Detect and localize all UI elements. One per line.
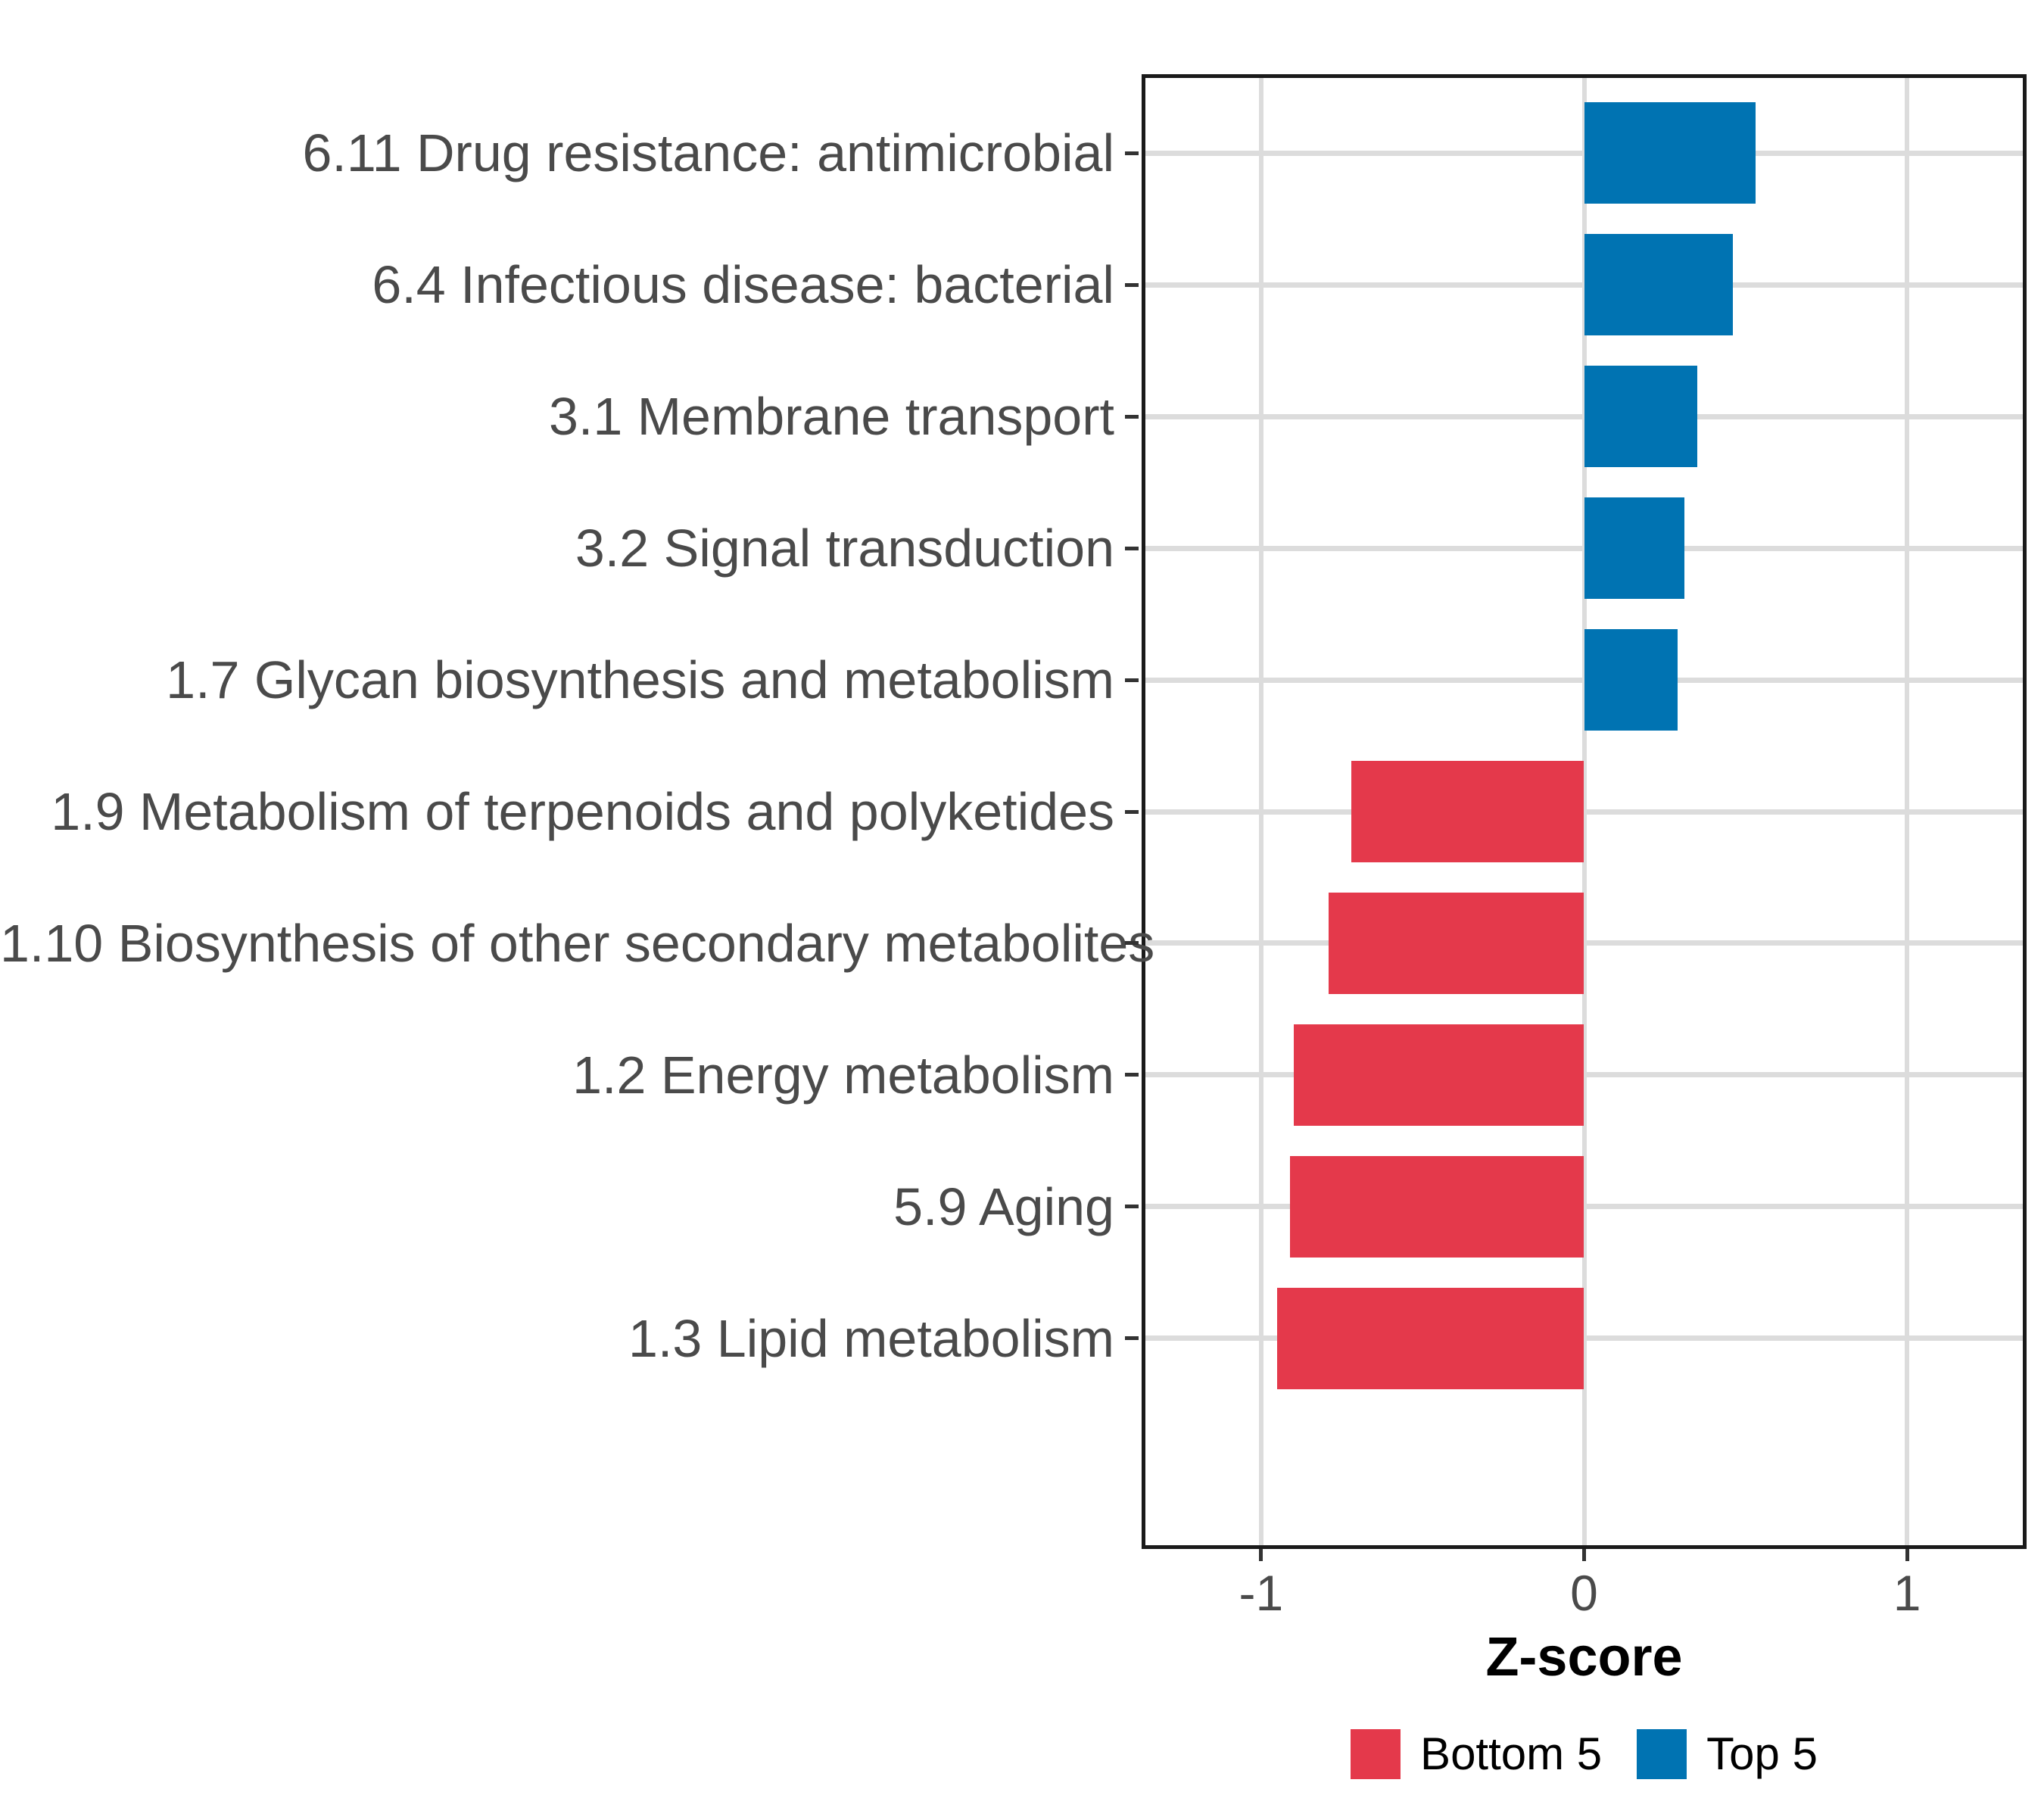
bar xyxy=(1584,629,1678,731)
y-axis-tick xyxy=(1125,941,1139,946)
gridline-horizontal xyxy=(1142,1072,2027,1078)
category-label: 1.7 Glycan biosynthesis and metabolism xyxy=(166,650,1114,710)
bar xyxy=(1277,1287,1584,1389)
gridline-horizontal xyxy=(1142,1335,2027,1342)
y-axis-tick xyxy=(1125,1336,1139,1341)
bar xyxy=(1293,1024,1584,1126)
bar xyxy=(1351,761,1584,862)
legend-item: Top 5 xyxy=(1637,1729,1818,1779)
category-label: 1.9 Metabolism of terpenoids and polyket… xyxy=(51,782,1114,841)
legend-swatch xyxy=(1637,1729,1687,1779)
legend: Bottom 5 Top 5 xyxy=(1142,1713,2027,1796)
y-axis-tick xyxy=(1125,546,1139,550)
y-axis-tick xyxy=(1125,1073,1139,1077)
plot-panel xyxy=(1142,74,2027,1549)
y-axis-tick xyxy=(1125,678,1139,682)
y-axis-tick xyxy=(1125,1205,1139,1209)
category-label: 1.2 Energy metabolism xyxy=(572,1045,1114,1105)
y-axis-labels: 6.11 Drug resistance: antimicrobial 6.4 I… xyxy=(0,74,1155,1549)
bar xyxy=(1329,892,1584,994)
bar xyxy=(1584,102,1756,204)
gridline-horizontal xyxy=(1142,809,2027,815)
bar xyxy=(1584,497,1684,600)
bar xyxy=(1584,366,1697,468)
category-label: 3.1 Membrane transport xyxy=(548,387,1114,447)
bar xyxy=(1584,234,1733,336)
legend-label: Bottom 5 xyxy=(1420,1728,1603,1779)
x-axis-tick xyxy=(1582,1549,1586,1561)
y-axis-tick xyxy=(1125,282,1139,287)
x-tick-label: -1 xyxy=(1239,1565,1284,1621)
legend-item: Bottom 5 xyxy=(1351,1729,1602,1779)
category-label: 6.11 Drug resistance: antimicrobial xyxy=(302,123,1114,183)
x-tick-label: 0 xyxy=(1570,1565,1598,1621)
category-label: 6.4 Infectious disease: bacterial xyxy=(372,255,1114,315)
category-label: 3.2 Signal transduction xyxy=(575,519,1114,578)
y-axis-tick xyxy=(1125,809,1139,814)
x-tick-label: 1 xyxy=(1893,1565,1921,1621)
y-axis-ticks xyxy=(1125,74,1139,1549)
x-axis-tick xyxy=(1905,1549,1909,1561)
x-axis-tick xyxy=(1259,1549,1263,1561)
bar xyxy=(1290,1155,1584,1258)
legend-label: Top 5 xyxy=(1706,1728,1818,1779)
gridline-horizontal xyxy=(1142,1204,2027,1210)
category-label: 1.10 Biosynthesis of other secondary met… xyxy=(0,913,1155,973)
category-label: 1.3 Lipid metabolism xyxy=(628,1308,1114,1368)
gridline-horizontal xyxy=(1142,940,2027,946)
x-axis-title: Z-score xyxy=(1485,1627,1683,1688)
y-axis-tick xyxy=(1125,151,1139,155)
legend-swatch xyxy=(1351,1729,1401,1779)
category-label: 5.9 Aging xyxy=(893,1177,1114,1236)
y-axis-tick xyxy=(1125,414,1139,419)
